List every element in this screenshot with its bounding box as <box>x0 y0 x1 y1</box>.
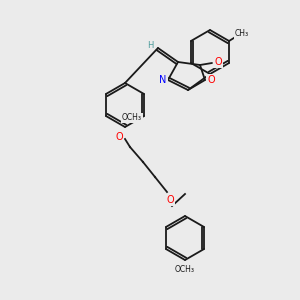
Text: O: O <box>166 195 174 205</box>
Text: OCH₃: OCH₃ <box>122 113 142 122</box>
Text: CH₃: CH₃ <box>235 29 249 38</box>
Text: H: H <box>147 41 153 50</box>
Text: O: O <box>207 75 215 85</box>
Text: N: N <box>159 75 167 85</box>
Text: O: O <box>214 57 222 67</box>
Text: OCH₃: OCH₃ <box>175 266 195 274</box>
Text: O: O <box>115 132 123 142</box>
